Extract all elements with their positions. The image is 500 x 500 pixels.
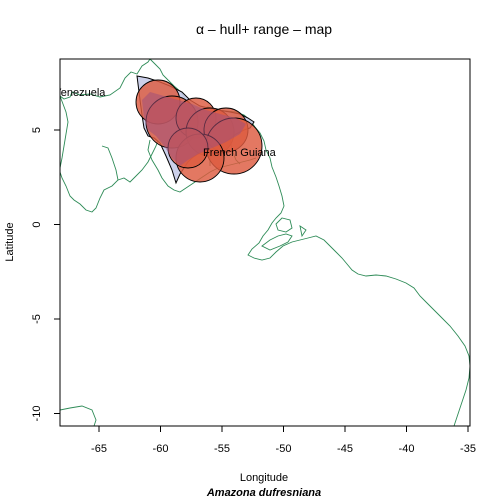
- x-tick-label: -40: [399, 443, 415, 455]
- x-tick-label: -60: [153, 443, 169, 455]
- x-tick-label: -50: [276, 443, 292, 455]
- plot-frame: [59, 58, 471, 427]
- x-tick-label: -35: [460, 443, 476, 455]
- x-tick-label: -55: [214, 443, 230, 455]
- y-axis: 5 0 -5 -10: [31, 127, 60, 422]
- y-tick-label: -5: [31, 314, 43, 324]
- species-name: Amazona dufresniana: [206, 487, 321, 499]
- x-axis: -65 -60 -55 -50 -45 -40 -35: [91, 426, 476, 455]
- y-tick-label: -10: [31, 406, 43, 422]
- hull-range-overlap: [142, 92, 246, 166]
- amazon-delta-islands: [261, 217, 307, 251]
- french-guiana-label: French Guiana: [203, 147, 277, 159]
- map-title: α – hull+ range – map: [196, 21, 332, 37]
- south-america-coastline: [60, 59, 470, 426]
- venezuela-label: Venezuela: [54, 87, 106, 99]
- x-tick-label: -65: [91, 443, 107, 455]
- guyana-border: [117, 139, 159, 183]
- venezuela-coast-west: [60, 95, 69, 169]
- venezuela-border: [60, 145, 119, 213]
- coastline: [60, 59, 470, 426]
- map-layer: Venezuela French Guiana: [54, 59, 470, 426]
- colombia-border: [60, 405, 97, 426]
- y-tick-label: 5: [31, 127, 43, 133]
- x-tick-label: -45: [337, 443, 353, 455]
- y-axis-label: Latitude: [4, 222, 16, 261]
- x-axis-label: Longitude: [240, 472, 288, 484]
- y-tick-label: 0: [31, 221, 43, 227]
